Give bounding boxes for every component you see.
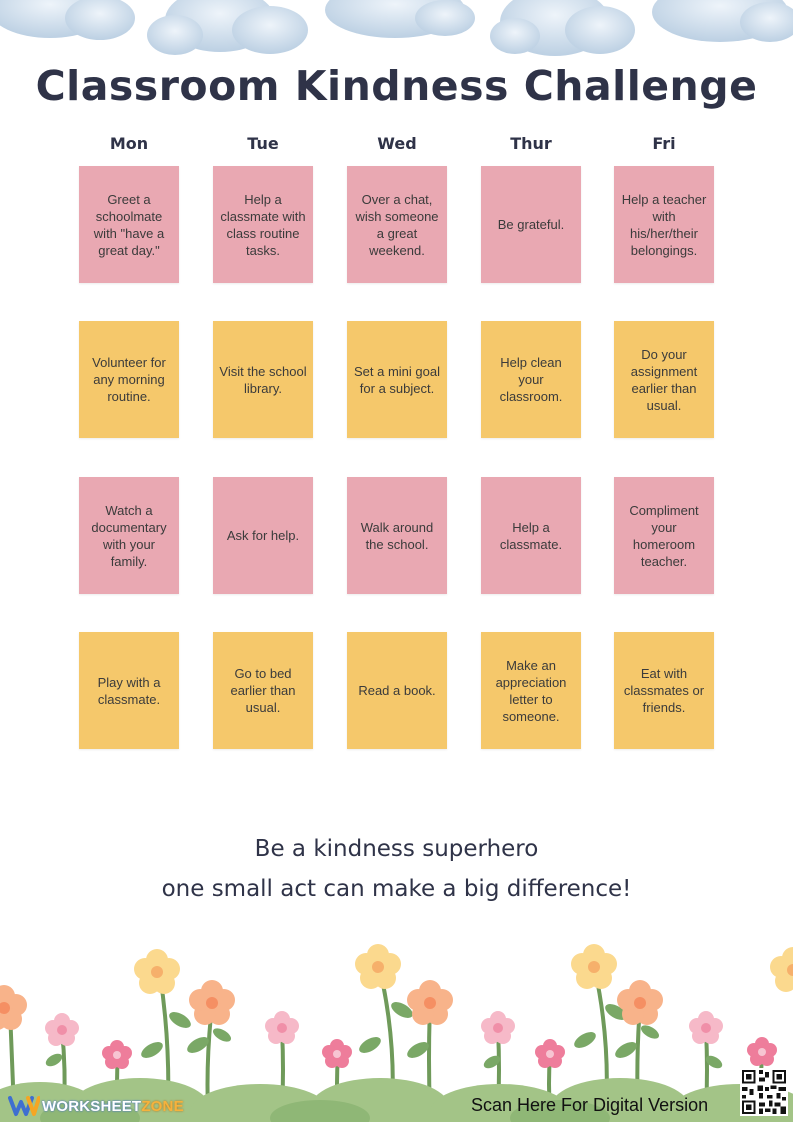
challenge-note-wed: Over a chat, wish someone a great weeken… [347, 166, 447, 283]
flower-icon [770, 947, 793, 992]
challenge-note-thur: Help clean your classroom. [481, 321, 581, 438]
cloud-icon [147, 0, 308, 55]
challenge-note-fri: Do your assignment earlier than usual. [614, 321, 714, 438]
flower-icon [535, 1039, 565, 1068]
flower-icon [189, 980, 235, 1025]
worksheetzone-logo-icon [8, 1096, 40, 1116]
cloud-decorations [0, 0, 793, 56]
challenge-note-tue: Ask for help. [213, 477, 313, 594]
challenge-note-thur: Be grateful. [481, 166, 581, 283]
flower-icon [407, 980, 453, 1025]
cloud-icon [0, 0, 135, 40]
flower-icon [134, 949, 180, 994]
challenge-note-mon: Greet a schoolmate with "have a great da… [79, 166, 179, 283]
flower-icon [747, 1037, 777, 1066]
flower-icon [45, 1013, 79, 1046]
slogan-line-2: one small act can make a big difference! [161, 876, 632, 902]
slogan-line-1: Be a kindness superhero [254, 836, 539, 862]
cloud-icon [652, 0, 793, 42]
challenge-note-tue: Go to bed earlier than usual. [213, 632, 313, 749]
day-header-thur: Thur [510, 134, 552, 153]
challenge-note-fri: Help a teacher with his/her/their belong… [614, 166, 714, 283]
flower-icon [0, 985, 27, 1030]
page-title: Classroom Kindness Challenge [35, 62, 758, 110]
challenge-note-fri: Compliment your homeroom teacher. [614, 477, 714, 594]
worksheetzone-logo: WORKSHEETZONE [8, 1093, 184, 1119]
flower-icon [617, 980, 663, 1025]
challenge-note-wed: Set a mini goal for a subject. [347, 321, 447, 438]
flower-icon [355, 944, 401, 989]
cloud-icon [490, 0, 635, 56]
cloud-icon [325, 0, 475, 38]
day-header-fri: Fri [652, 134, 676, 153]
day-header-tue: Tue [247, 134, 279, 153]
challenge-note-thur: Help a classmate. [481, 477, 581, 594]
logo-text: WORKSHEETZONE [42, 1098, 184, 1115]
challenge-note-wed: Walk around the school. [347, 477, 447, 594]
challenge-note-mon: Play with a classmate. [79, 632, 179, 749]
flower-icon [102, 1040, 132, 1069]
flower-icon [322, 1039, 352, 1068]
flower-icon [265, 1011, 299, 1044]
challenge-note-mon: Volunteer for any morning routine. [79, 321, 179, 438]
logo-text-suffix: ZONE [141, 1097, 184, 1115]
challenge-note-tue: Visit the school library. [213, 321, 313, 438]
day-header-mon: Mon [109, 134, 149, 153]
challenge-note-thur: Make an appreciation letter to someone. [481, 632, 581, 749]
logo-text-prefix: WORKSHEET [42, 1097, 142, 1115]
challenge-note-mon: Watch a documentary with your family. [79, 477, 179, 594]
flower-icon [571, 944, 617, 989]
flower-icon [481, 1011, 515, 1044]
flower-icon [689, 1011, 723, 1044]
challenge-note-tue: Help a classmate with class routine task… [213, 166, 313, 283]
challenge-note-fri: Eat with classmates or friends. [614, 632, 714, 749]
challenge-note-wed: Read a book. [347, 632, 447, 749]
day-header-wed: Wed [377, 134, 417, 153]
qr-code-icon[interactable] [740, 1068, 788, 1116]
scan-instruction: Scan Here For Digital Version [471, 1095, 709, 1115]
